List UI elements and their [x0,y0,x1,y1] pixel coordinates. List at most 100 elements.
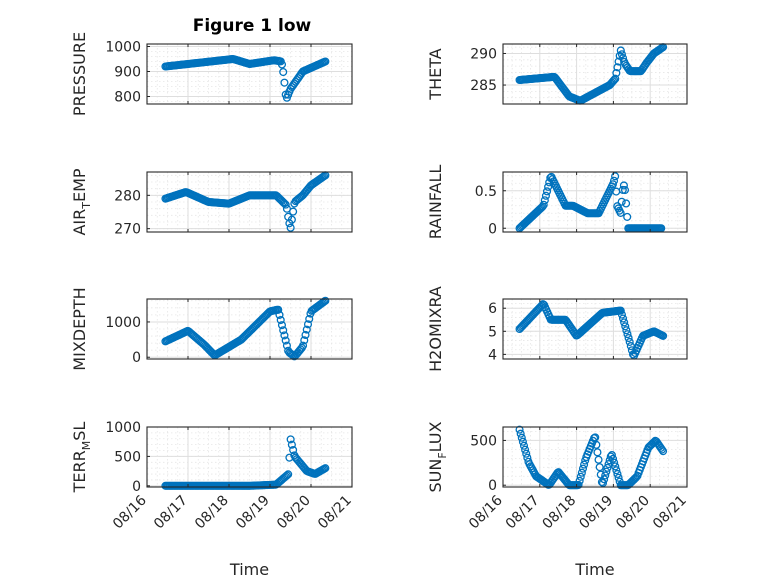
data-point [616,306,625,315]
data-point [620,186,630,195]
data-point [625,337,634,346]
figure-title: Figure 1 low [193,16,312,36]
data-point [279,198,288,207]
axes-frame [146,171,353,233]
y-axis-label: PRESSURE [70,32,89,116]
data-point [617,50,626,59]
y-tick-label: 800 [114,90,141,106]
data-point [280,331,289,340]
x-tick-label: 08/19 [233,493,273,533]
y-axis-label: RAINFALL [426,165,445,240]
data-point [522,449,531,458]
data-point [321,57,330,66]
data-point [602,467,611,476]
data-point [622,326,631,335]
x-tick-label: 08/17 [503,493,543,533]
data-point [286,223,295,232]
data-point [277,321,287,330]
x-tick-label: 08/17 [151,493,191,533]
y-tick-label: 280 [114,188,141,204]
axes-frame [502,43,688,105]
data-point [542,187,552,196]
axes-frame [146,298,353,360]
data-point [281,472,290,481]
y-axis-label: H2OMIXRA [426,286,445,372]
axes-rainfall: 0 0.5 RAINFALL [426,165,688,240]
data-point [606,452,615,461]
y-tick-label: 500 [114,449,141,465]
x-tick-label: 08/21 [650,493,690,533]
data-point [598,478,608,488]
y-tick-label: 500 [470,433,497,449]
data-point [302,325,311,334]
data-point [613,469,622,479]
data-point [519,441,529,450]
data-point [611,172,620,181]
data-point [517,433,526,442]
axes-terr_msl: 0 500 1000 TERRMSL 08/16 08/17 08/18 08/19 08/20… [70,420,355,579]
data-point [595,463,604,472]
x-tick-label: 08/20 [274,493,314,533]
data-point [539,200,548,209]
data-point [623,212,632,221]
axes-frame [502,171,688,233]
y-tick-label: 1000 [105,40,141,56]
data-point [274,305,283,314]
axes-frame [146,426,353,488]
data-point [577,468,586,477]
y-axis-label: SUNFLUX [426,421,449,492]
axes-frame [502,426,688,488]
x-tick-label: 08/16 [466,492,506,532]
x-tick-label: 08/18 [192,493,232,533]
data-point [609,176,619,185]
axes-theta: 285 290 THETA [426,43,688,105]
data-point [281,336,290,345]
axes-sun_flux: 0 500 SUNFLUX 08/1608/1708/1808/1908/2008/2… [426,421,690,579]
y-axis-label: THETA [426,48,445,100]
data-point [279,67,288,77]
data-point [305,314,314,323]
data-point [578,464,588,473]
data-point [575,476,584,485]
y-axis-label: AIRTEMP [70,168,93,235]
data-point [540,196,549,205]
data-point [607,450,616,460]
data-point [282,341,291,350]
data-point [286,435,295,444]
data-point [287,440,296,449]
x-tick-label: 08/20 [613,493,653,533]
y-tick-label: 270 [114,222,141,238]
data-point [617,310,626,319]
data-point [544,182,553,191]
data-point [613,63,622,72]
y-tick-label: 6 [488,301,497,317]
data-point [521,445,530,454]
y-tick-label: 5 [488,324,497,340]
axes-frame [502,298,688,360]
axes-air_temp: 270 280 AIRTEMP [70,168,353,238]
axes-h2omixra: 4 5 6 H2OMIXRA [426,286,688,372]
y-tick-label: 4 [488,347,497,363]
data-point [600,475,609,484]
data-point [277,60,287,69]
data-point [541,191,550,200]
data-point [616,46,625,55]
data-point [593,448,602,457]
data-point [281,200,290,209]
data-point [320,172,329,181]
data-point [632,473,641,482]
data-point [591,433,600,442]
x-axis-label: Time [574,560,614,579]
data-point [518,437,527,446]
y-tick-label: 0.5 [475,184,497,200]
data-point [300,336,309,345]
data-point [287,215,296,224]
y-tick-label: 0 [132,350,141,366]
data-point [617,197,626,206]
y-tick-label: 900 [114,65,141,81]
data-point [552,470,561,479]
data-point [608,77,618,86]
data-point [612,68,621,78]
data-point [289,207,298,216]
data-point [301,330,310,340]
